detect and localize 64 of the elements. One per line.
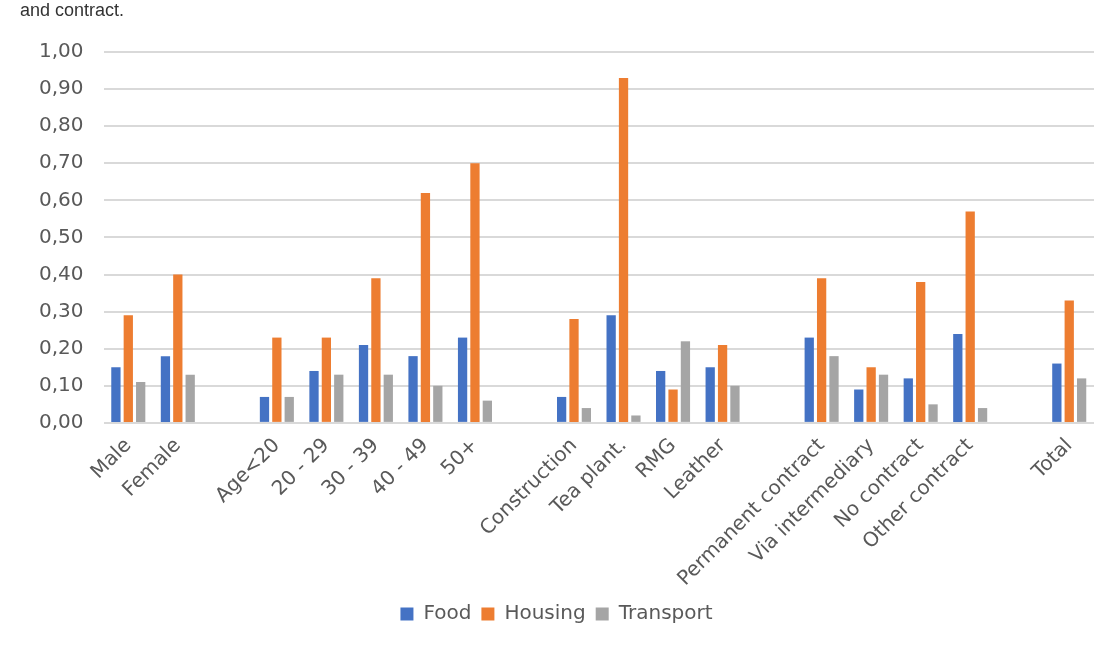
bar — [321, 337, 332, 422]
y-tick-label: 0,70 — [39, 149, 84, 174]
bar — [631, 415, 641, 422]
bar — [556, 396, 567, 422]
bar — [854, 389, 864, 422]
bar — [123, 315, 133, 422]
bar — [606, 315, 616, 422]
bar — [878, 374, 889, 422]
bar — [680, 341, 691, 422]
bar — [618, 77, 629, 422]
legend-label: Housing — [504, 600, 586, 625]
bar — [420, 192, 431, 422]
bar — [136, 382, 146, 422]
bar — [928, 404, 938, 422]
y-tick-label: 0,00 — [39, 409, 84, 434]
bar — [977, 408, 988, 422]
bar — [730, 385, 740, 422]
bar — [804, 337, 814, 422]
y-tick-label: 1,00 — [39, 38, 84, 63]
bar — [482, 400, 492, 422]
bar — [160, 356, 171, 422]
y-tick-label: 0,60 — [39, 186, 84, 211]
bar — [816, 278, 827, 422]
bar — [1076, 378, 1087, 422]
bar — [358, 345, 369, 422]
bar — [866, 367, 876, 422]
y-tick-label: 0,20 — [39, 334, 84, 359]
bar — [705, 367, 715, 422]
bar — [1064, 300, 1074, 422]
bar — [111, 367, 121, 422]
bar — [903, 378, 913, 422]
bar — [185, 374, 195, 422]
bar — [383, 374, 393, 422]
bar — [916, 281, 926, 422]
y-tick-label: 0,40 — [39, 260, 84, 285]
bar — [717, 345, 728, 422]
bar — [656, 370, 666, 422]
chart-title: and contract. — [20, 0, 125, 20]
bar — [334, 374, 344, 422]
bar — [284, 396, 294, 422]
y-tick-label: 0,50 — [39, 223, 84, 248]
y-tick-label: 0,10 — [39, 372, 84, 397]
legend-label: Food — [423, 600, 472, 625]
x-tick-label: 50+ — [435, 432, 483, 480]
y-tick-label: 0,30 — [39, 297, 84, 322]
bar — [433, 385, 443, 422]
bar — [829, 356, 839, 422]
bar — [259, 396, 270, 422]
bar — [309, 370, 319, 422]
bar — [272, 337, 282, 422]
bar — [965, 211, 975, 422]
bar — [569, 319, 579, 422]
bar — [953, 333, 963, 422]
legend-label: Transport — [617, 600, 713, 625]
bar — [371, 278, 381, 422]
bar — [581, 408, 592, 422]
bar — [1052, 363, 1062, 422]
y-tick-label: 0,90 — [39, 75, 84, 100]
bar — [668, 389, 678, 422]
bar — [173, 274, 183, 422]
bar — [470, 163, 480, 422]
bar — [408, 356, 418, 422]
bar — [457, 337, 468, 422]
y-tick-label: 0,80 — [39, 112, 84, 137]
